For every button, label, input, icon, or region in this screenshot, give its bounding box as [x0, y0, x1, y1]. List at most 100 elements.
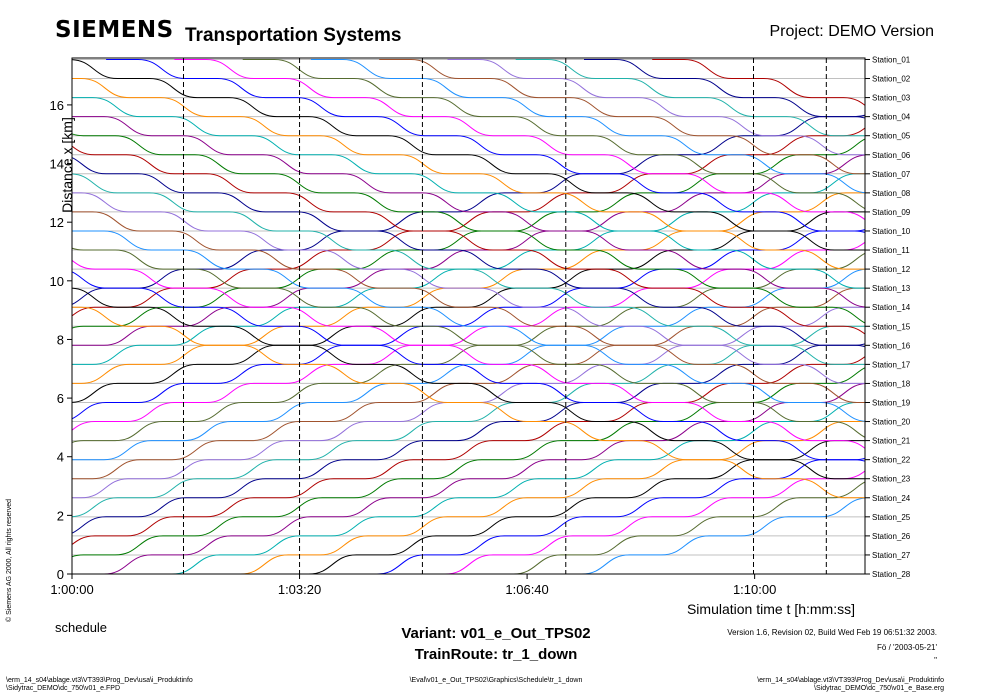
train-path-up: [72, 367, 865, 558]
y-tick-label: 16: [50, 98, 64, 113]
footer-path-left: \erm_14_s04\ablage.vt3\VT393\Prog_Dev\us…: [6, 677, 193, 693]
station-label: Station_19: [872, 398, 911, 407]
train-path-up: [345, 457, 865, 574]
station-label: Station_10: [872, 227, 911, 236]
train-path-up: [140, 402, 865, 574]
x-tick-label: 1:03:20: [278, 582, 321, 597]
train-path-down: [72, 271, 865, 462]
station-label: Station_28: [872, 570, 911, 579]
train-path-down: [106, 59, 865, 234]
train-path-up: [72, 192, 865, 384]
train-path-up: [72, 343, 865, 534]
station-label: Station_01: [872, 55, 911, 64]
station-label: Station_24: [872, 494, 911, 503]
train-path-down: [72, 192, 865, 384]
plot-frame: [71, 57, 866, 575]
y-tick-label: 8: [57, 332, 64, 347]
footer-path-left-line2: \Sidytrac_DEMO\dc_750\v01_e.FPD: [6, 685, 120, 692]
station-label: Station_08: [872, 189, 911, 198]
train-path-down: [72, 116, 865, 308]
station-label: Station_21: [872, 437, 911, 446]
siemens-logo: SIEMENS: [55, 17, 174, 43]
train-path-up: [413, 470, 865, 574]
station-label: Station_06: [872, 151, 911, 160]
train-path-down: [72, 230, 865, 422]
y-tick-label: 12: [50, 215, 64, 230]
train-path-down: [72, 211, 865, 403]
train-path-up: [72, 306, 865, 499]
x-tick-label: 1:06:40: [505, 582, 548, 597]
station-label: Station_23: [872, 475, 911, 484]
station-label: Station_25: [872, 513, 911, 522]
train-path-up: [481, 481, 865, 574]
variant-label: Variant: v01_e_Out_TPS02: [401, 625, 591, 642]
train-path-up: [72, 287, 865, 480]
train-path-down: [379, 59, 865, 175]
train-path-down: [242, 59, 865, 210]
station-label: Station_26: [872, 532, 911, 541]
train-path-up: [72, 241, 865, 431]
footer-path-right: \erm_14_s04\ablage.vt3\VT393\Prog_Dev\us…: [757, 677, 944, 693]
station-label: Station_02: [872, 75, 911, 84]
train-path-up: [72, 114, 865, 305]
station-label: Station_15: [872, 322, 911, 331]
footer-path-right-line2: \Sidytrac_DEMO\dc_750\v01_e_Base.erg: [814, 685, 944, 692]
chart-axes: Station_28 Station_27 Station_26 Station_25…: [50, 55, 911, 597]
copyright-note: © Siemens AG 2000, All rights reserved: [6, 498, 13, 622]
project-label: Project: DEMO Version: [769, 23, 935, 40]
station-label: Station_03: [872, 94, 911, 103]
y-tick-label: 2: [57, 508, 64, 523]
train-path-down: [72, 287, 865, 480]
train-path-up: [72, 154, 865, 346]
train-path-down: [72, 306, 865, 499]
station-label: Station_18: [872, 379, 911, 388]
train-path-up: [72, 383, 865, 574]
author-date: Fö / '2003-05-21': [877, 643, 937, 652]
train-path-up: [72, 127, 865, 317]
footer-path-left-line1: \erm_14_s04\ablage.vt3\VT393\Prog_Dev\us…: [6, 677, 193, 684]
footer-path-right-line1: \erm_14_s04\ablage.vt3\VT393\Prog_Dev\us…: [757, 677, 944, 684]
station-label: Station_16: [872, 341, 911, 350]
station-label: Station_27: [872, 551, 911, 560]
time-markers: [182, 58, 827, 574]
train-path-up: [208, 421, 865, 574]
train-path-down: [72, 78, 865, 270]
train-path-up: [72, 325, 865, 518]
x-axis-label: Simulation time t [h:mm:ss]: [687, 601, 855, 617]
x-tick-label: 1:10:00: [733, 582, 776, 597]
train-path-up: [72, 252, 865, 444]
train-path-up: [276, 440, 865, 574]
y-axis-label: Distance x [km]: [59, 117, 75, 213]
station-label: Station_13: [872, 284, 911, 293]
footer-path-middle: \Eval\v01_e_Out_TPS02\Graphics\Schedule\…: [409, 677, 583, 684]
y-tick-label: 14: [50, 157, 64, 172]
train-path-down: [174, 59, 865, 221]
train-path-down: [72, 259, 865, 449]
train-path-down: [72, 173, 865, 365]
train-path-up: [72, 268, 865, 461]
train-path-up: [72, 356, 865, 546]
station-label: Station_11: [872, 246, 910, 255]
train-path-up: [72, 228, 865, 420]
train-path-down: [72, 247, 865, 438]
station-label: Station_17: [872, 360, 911, 369]
company-title: Transportation Systems: [185, 25, 402, 46]
train-path-down: [310, 59, 865, 194]
station-label: Station_07: [872, 170, 911, 179]
y-tick-label: 6: [57, 391, 64, 406]
train-paths: [72, 59, 865, 574]
station-label: Station_04: [872, 113, 911, 122]
y-tick-label: 4: [57, 450, 64, 465]
station-label: Station_22: [872, 456, 911, 465]
train-path-down: [72, 97, 865, 289]
station-label: Station_12: [872, 265, 911, 274]
chart-caption: schedule: [55, 620, 108, 635]
train-path-down: [447, 59, 865, 156]
y-tick-label: 10: [50, 274, 64, 289]
y-tick-label: 0: [57, 567, 64, 582]
version-info: Version 1.6, Revision 02, Build Wed Feb …: [727, 628, 937, 637]
station-label: Station_09: [872, 208, 911, 217]
train-path-up: [72, 173, 865, 365]
station-label: Station_14: [872, 303, 911, 312]
